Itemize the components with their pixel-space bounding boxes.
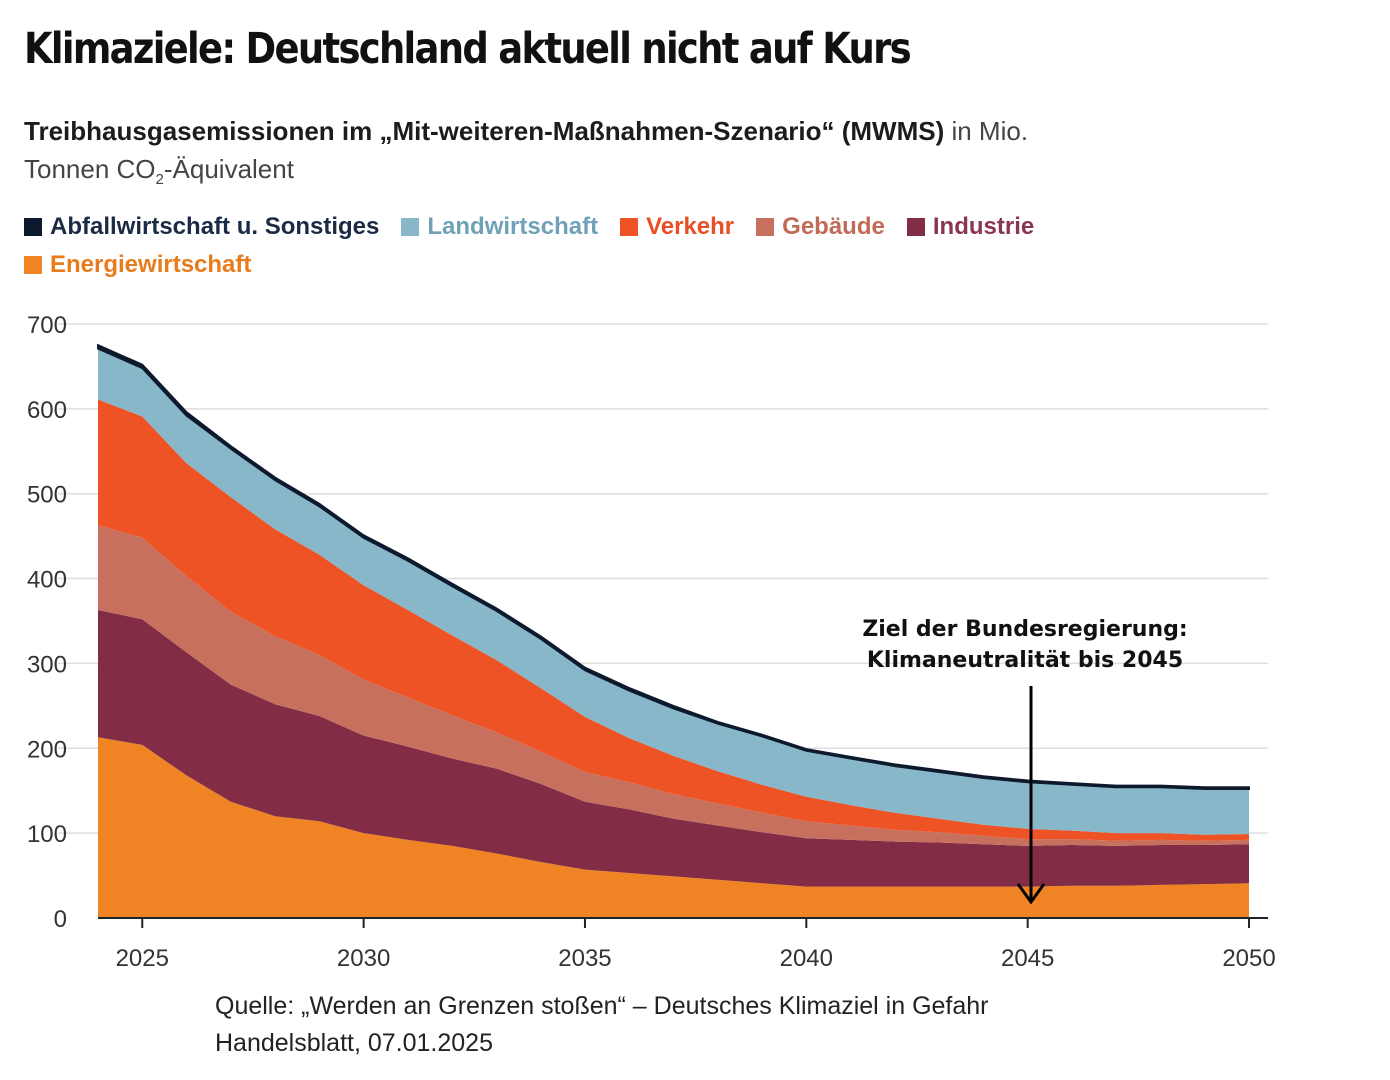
annotation-line1: Ziel der Bundesregierung: [862,617,1187,642]
area-verkehr [98,399,1249,841]
area-gebäude [98,525,1249,846]
x-tick-label: 2040 [780,945,833,972]
legend-swatch [24,256,42,274]
legend-label: Abfallwirtschaft u. Sonstiges [50,213,380,240]
legend-item: Verkehr [620,208,734,246]
source-line1: Quelle: „Werden an Grenzen stoßen“ – Deu… [215,992,989,1020]
x-tick-label: 2025 [116,945,169,972]
goal-annotation: Ziel der Bundesregierung: Klimaneutralit… [862,617,1188,905]
legend-label: Landwirtschaft [427,213,599,240]
legend-label: Gebäude [782,213,885,240]
subtitle-unit: in Mio. [944,116,1029,146]
chart-legend: Abfallwirtschaft u. Sonstiges Landwirtsch… [24,208,1224,284]
y-tick-label: 400 [27,567,67,594]
legend-item: Abfallwirtschaft u. Sonstiges [24,208,379,246]
y-tick-label: 200 [27,736,67,763]
subtitle-bold: Treibhausgasemissionen im „Mit-weiteren-… [24,116,945,146]
chart-title: Klimaziele: Deutschland aktuell nicht au… [24,24,912,74]
source-note: Quelle: „Werden an Grenzen stoßen“ – Deu… [215,988,989,1062]
y-tick-label: 0 [54,906,67,933]
chart-subtitle: Treibhausgasemissionen im „Mit-weiteren-… [24,112,1254,199]
legend-label: Energiewirtschaft [50,251,252,278]
x-tick-label: 2035 [558,945,611,972]
x-tick-label: 2050 [1222,945,1275,972]
y-tick-label: 700 [27,312,67,339]
x-tick-label: 2045 [1001,945,1054,972]
legend-label: Industrie [932,213,1035,240]
area-industrie [98,610,1249,887]
y-tick-label: 100 [27,821,67,848]
legend-swatch [401,218,420,236]
y-tick-label: 300 [27,651,67,678]
legend-swatch [906,218,925,236]
x-tick-label: 2030 [337,945,390,972]
legend-swatch [620,218,639,236]
legend-item: Landwirtschaft [401,208,598,246]
subtitle-unit-subscript: 2 [155,171,164,189]
legend-item: Gebäude [756,208,885,246]
subtitle-unit-line2-prefix: Tonnen CO [24,154,156,184]
annotation-line2: Klimaneutralität bis 2045 [867,648,1183,673]
y-tick-label: 500 [27,482,67,509]
legend-item: Industrie [906,208,1035,246]
area-landwirtschaft [98,348,1249,835]
subtitle-unit-line2-suffix: -Äquivalent [163,154,294,184]
annotation-arrowhead [1016,883,1046,905]
y-tick-label: 600 [27,397,67,424]
area-energiewirtschaft [98,737,1249,918]
legend-swatch [24,218,42,236]
legend-item: Energiewirtschaft [24,246,251,284]
legend-swatch [756,218,775,236]
area-abfallwirtschaft-u-sonstiges [97,343,1250,790]
axes: 0 100 200 300 400 500 600 700 2025 2030 2035 2040 20… [27,312,1276,972]
source-line2: Handelsblatt, 07.01.2025 [215,1029,493,1057]
legend-label: Verkehr [646,213,735,240]
area-series [97,343,1250,918]
